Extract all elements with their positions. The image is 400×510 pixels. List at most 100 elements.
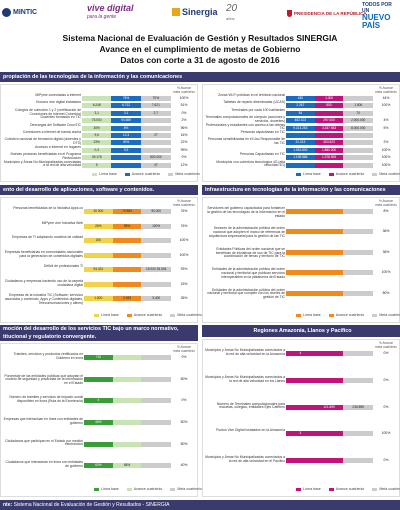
todos-nuevo-pais-logo: TODOS POR UN NUEVO PAÍS [362,2,392,30]
goal-segment: 100% [141,223,171,229]
advance-segment [314,162,344,168]
indicator-label: Servidores del gobierno capacitados para… [207,206,285,218]
pct-value: 51% [180,103,188,108]
goal-segment [343,209,373,214]
baseline-segment: 3 [286,431,315,437]
pct-value: 0% [383,377,389,382]
baseline-segment: 30% [82,125,112,131]
logo-strip: MINTIC vive digital para la gente Sinerg… [0,0,400,30]
indicator-bar: 46% [84,420,171,425]
advance-segment: 121.899 [314,404,344,410]
advance-segment [112,441,142,447]
legend-swatch [372,172,378,176]
indicator-bar [84,441,171,447]
pct-value: 100% [381,155,391,160]
panel-apps: % Avance meta cuatrienio Personas benefic… [0,197,202,323]
baseline-segment [286,377,315,383]
indicator-label: Colegios de colección 1 y 2 (certificaci… [15,107,81,116]
advance-segment: 1.378.894 [314,155,344,161]
legend-label: Meta cuatrienio [379,487,400,491]
goal-segment [343,377,373,383]
baseline-segment: 94.431 [84,267,113,273]
indicator-bar: 94.431 15.000 26.504 [84,267,171,273]
goal-segment [141,355,171,360]
advance-segment [314,290,344,296]
goal-segment: 8.000.000 [343,125,373,131]
advance-segment [314,377,344,383]
legend-item: Línea base [94,487,119,491]
advance-segment [112,355,142,360]
legend-item: Línea base [296,313,321,317]
title-line-2: Avance en el cumplimiento de metas de Go… [99,44,301,54]
goal-segment [141,376,171,382]
indicator-label: Terminales computacionales de cómputo (a… [205,115,285,123]
legend-label: Línea base [303,172,321,176]
legend-item: Avance cuatrienio [126,487,162,491]
baseline-segment [286,209,315,214]
indicator-bar: 430 1.000 [286,96,373,101]
indicator-label: Municipios con cobertura tecnológica 4G … [216,159,285,168]
goal-segment: 2,7 [140,110,171,116]
legend-label: Línea base [303,313,321,317]
pct-value: 76% [180,223,188,228]
baseline-segment: 4 [84,398,113,404]
advance-segment: 0,9 [111,147,141,153]
baseline-segment: 9,6 [82,133,112,138]
indicator-label: Número de trámites y servicios de impact… [9,395,83,404]
baseline-segment: 200 [84,238,113,244]
baseline-segment [82,96,112,101]
pct-value: 40% [180,463,188,468]
pct-column-header: % Avance meta cuatrienio [375,199,397,207]
advance-segment [112,376,142,382]
goal-segment [343,351,373,356]
legend-item: Meta cuatrienio [170,487,202,491]
baseline-segment: 46% [84,420,113,425]
legend-swatch [372,313,378,317]
advance-segment: 1.000 [314,96,344,101]
indicator-label: Porcentaje de las entidades públicas que… [4,373,83,386]
baseline-segment [286,162,315,168]
baseline-segment: 31.313 [286,140,315,146]
indicator-label: Sectores de la administración pública de… [208,226,285,238]
indicator-bar: 60% 68% [84,463,171,469]
baseline-segment [286,229,315,235]
pct-value: 0% [383,404,389,409]
goal-segment [343,270,373,276]
advance-segment [314,110,344,116]
goal-segment [141,238,171,244]
pct-value: 80% [382,290,390,295]
advance-segment [112,267,142,273]
sinergia-mark-icon [172,8,180,16]
indicator-bar: 1.063.800 1.880.000 [286,147,373,153]
pct-value: 93% [180,267,188,272]
goal-segment [141,281,171,287]
presidencia-logo: PRESIDENCIA DE LA REPÚBLICA [287,10,367,17]
legend-label: Línea base [101,487,119,491]
indicator-label: Docentes formados en TIC [40,115,81,120]
advance-segment [112,398,142,404]
mintic-logo: MINTIC [2,8,37,17]
advance-segment [111,162,141,168]
indicator-bar [286,162,373,168]
indicator-bar [84,252,171,258]
advance-segment: 94.669 [111,118,141,124]
goal-segment: 236.896 [343,404,373,410]
indicator-bar: 462.102 297.000 2.000.000 [286,118,373,124]
legend-swatch [170,313,176,317]
legend-item: Meta cuatrienio [170,313,202,317]
pct-value: 0% [181,398,187,403]
chart-legend: Línea base Avance cuatrienio Meta cuatrien… [92,172,200,176]
baseline-segment: 60% [84,463,113,469]
legend-label: Meta cuatrienio [177,313,202,317]
indicator-bar [286,133,373,138]
baseline-segment [286,290,315,296]
legend-label: Línea base [303,487,321,491]
legend-label: Meta cuatrienio [379,172,400,176]
goal-segment [343,155,373,161]
goal-segment: 3.400 [141,296,171,302]
legend-swatch [92,172,97,176]
indicator-bar: 6.248 6.712 7.621 [82,103,171,109]
advance-segment: 3,1 [111,110,141,116]
pct-value: 36% [382,249,390,254]
goal-segment [141,398,171,404]
